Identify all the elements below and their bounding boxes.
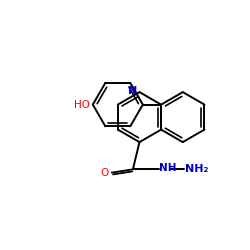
Text: O: O xyxy=(101,168,109,178)
Text: NH₂: NH₂ xyxy=(185,164,208,174)
Text: NH: NH xyxy=(159,163,177,173)
Text: N: N xyxy=(128,86,137,97)
Text: HO: HO xyxy=(74,100,90,110)
